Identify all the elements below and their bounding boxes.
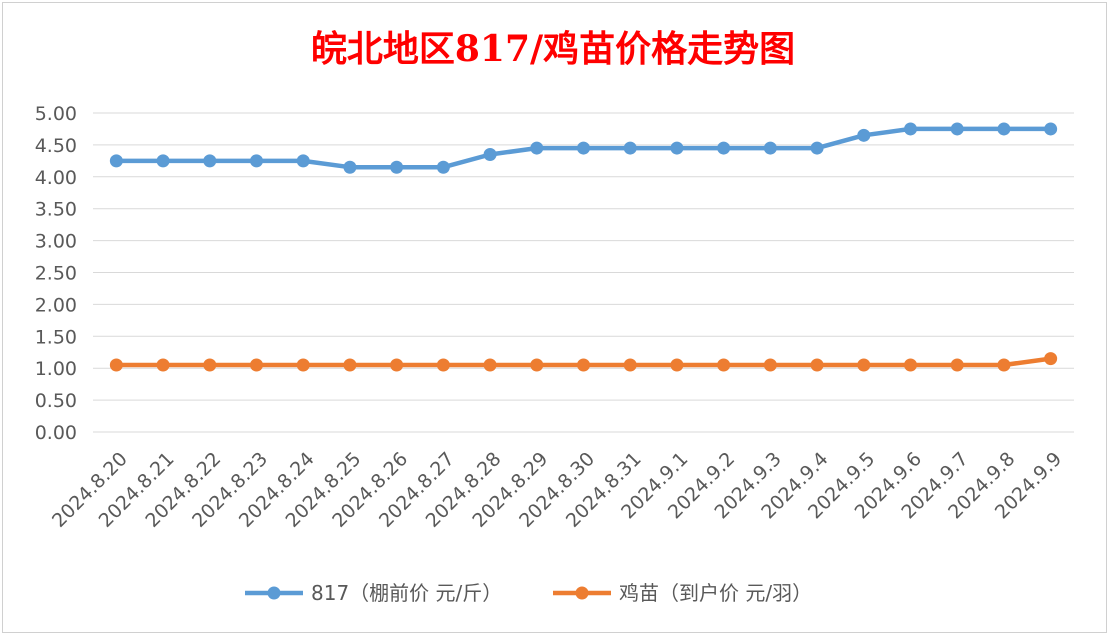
data-point xyxy=(343,160,357,174)
data-point xyxy=(203,154,217,168)
data-point xyxy=(530,358,544,372)
data-point xyxy=(623,141,637,155)
data-point xyxy=(436,160,450,174)
data-point xyxy=(483,358,497,372)
y-tick-label: 3.50 xyxy=(35,199,77,221)
data-point xyxy=(717,358,731,372)
data-point xyxy=(950,358,964,372)
data-point xyxy=(296,358,310,372)
data-point xyxy=(250,154,263,168)
data-point xyxy=(810,358,824,372)
data-point xyxy=(1044,122,1058,136)
y-tick-label: 2.50 xyxy=(35,263,77,285)
data-point xyxy=(670,141,684,155)
data-point xyxy=(717,141,731,155)
data-point xyxy=(857,358,871,372)
data-point xyxy=(577,358,590,372)
data-point xyxy=(950,122,964,136)
data-point xyxy=(156,358,170,372)
data-point xyxy=(577,141,590,155)
data-point xyxy=(857,128,871,142)
data-point xyxy=(997,358,1011,372)
data-point xyxy=(904,358,917,372)
data-point xyxy=(623,358,637,372)
data-point xyxy=(483,147,497,161)
data-point xyxy=(156,154,170,168)
y-tick-label: 4.00 xyxy=(35,167,77,189)
data-point xyxy=(763,358,777,372)
y-tick-label: 3.00 xyxy=(35,231,77,253)
y-tick-label: 4.50 xyxy=(35,135,77,157)
y-tick-label: 0.00 xyxy=(35,422,77,444)
line-chart: 皖北地区817/鸡苗价格走势图 0.00 0.50 1.00 1.50 2.00 2.50… xyxy=(35,28,1074,605)
legend-entry: 817（棚前价 元/斤） xyxy=(245,581,502,605)
legend-label: 鸡苗（到户价 元/羽） xyxy=(619,581,812,605)
data-point xyxy=(810,141,824,155)
chart-title: 皖北地区817/鸡苗价格走势图 xyxy=(311,28,795,70)
data-point xyxy=(436,358,450,372)
y-axis: 0.00 0.50 1.00 1.50 2.00 2.50 3.00 3.50 4.00 4.50… xyxy=(35,103,77,444)
data-point xyxy=(530,141,544,155)
data-point xyxy=(390,358,404,372)
data-point xyxy=(763,141,777,155)
data-point xyxy=(670,358,684,372)
data-point xyxy=(997,122,1011,136)
legend-entry: 鸡苗（到户价 元/羽） xyxy=(553,581,812,605)
plot-area xyxy=(109,122,1058,372)
data-point xyxy=(109,358,123,372)
legend: 817（棚前价 元/斤） 鸡苗（到户价 元/羽） xyxy=(245,581,812,605)
legend-swatch-marker xyxy=(575,586,589,600)
data-point xyxy=(904,122,917,136)
y-tick-label: 1.00 xyxy=(35,358,77,380)
legend-label: 817（棚前价 元/斤） xyxy=(311,581,502,605)
data-point xyxy=(250,358,263,372)
data-point xyxy=(1044,352,1058,366)
data-point xyxy=(390,160,404,174)
data-point xyxy=(203,358,217,372)
data-point xyxy=(109,154,123,168)
y-tick-label: 1.50 xyxy=(35,326,77,348)
x-axis: 2024.8.202024.8.212024.8.222024.8.232024… xyxy=(48,448,1066,532)
data-point xyxy=(343,358,357,372)
legend-swatch-marker xyxy=(267,586,281,600)
y-tick-label: 0.50 xyxy=(35,390,77,412)
y-tick-label: 5.00 xyxy=(35,103,77,125)
data-point xyxy=(296,154,310,168)
y-tick-label: 2.00 xyxy=(35,294,77,316)
